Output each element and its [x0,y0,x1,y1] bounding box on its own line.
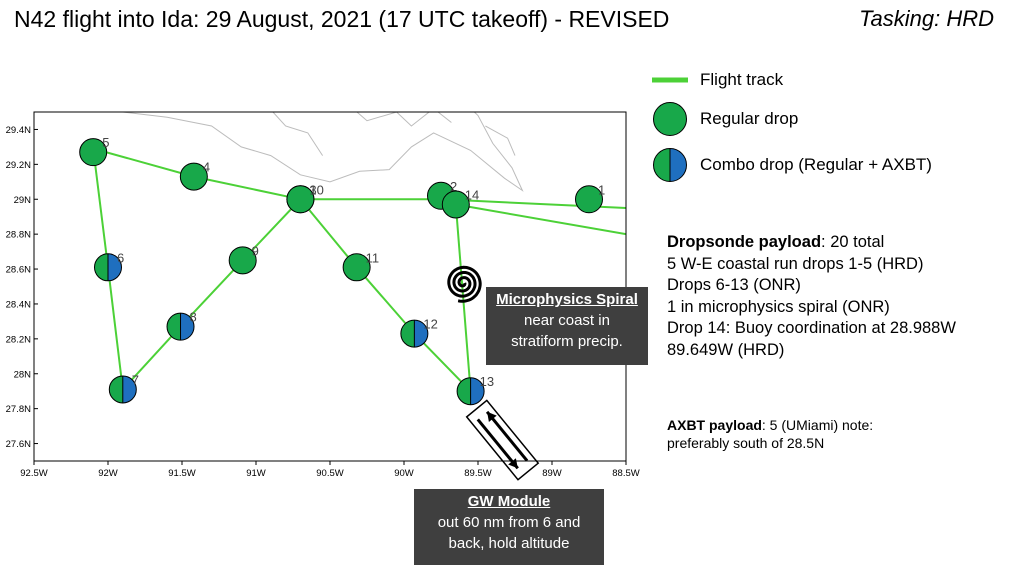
regular-drop-marker [286,185,315,214]
regular-drop-marker [228,246,257,275]
x-tick-label: 88.5W [612,468,639,479]
dropsonde-payload-text: Dropsonde payload: 20 total 5 W-E coasta… [667,232,956,361]
combo-drop-green-half [167,313,181,341]
spiral-icon [447,265,482,303]
regular-drop-icon [652,101,688,137]
combo-drop-blue-half [470,377,485,405]
y-tick-label: 29.2N [6,160,31,171]
axbt-payload-text: AXBT payload: 5 (UMiami) note: preferabl… [667,417,874,451]
tasking-label: Tasking: HRD [859,6,994,31]
combo-drop-marker [166,312,195,341]
combo-drop-green-half [94,253,108,281]
regular-drop-marker [79,138,108,167]
combo-drop-marker [108,375,137,404]
x-axis-ticks: 92.5W 92W 91.5W 91W 90.5W 90W 89.5W 89W 88.5W [20,461,640,479]
payload-line: 1 in microphysics spiral (ONR) [667,297,890,316]
gw-module-arrows [465,399,540,481]
regular-drop-circle [228,246,257,275]
coastline-segment [356,112,452,127]
coastline-segment [485,125,516,156]
x-tick-label: 90.5W [316,468,343,479]
x-tick-label: 89.5W [464,468,491,479]
x-tick-label: 91W [246,468,266,479]
drop-label: 4 [203,160,210,175]
y-tick-label: 29N [14,195,32,206]
drop-label: 14 [465,187,479,202]
regular-drop-marker [441,190,470,219]
gw-arrow-head [487,411,497,422]
drop-label: 10 [309,182,323,197]
regular-drop-marker [342,253,371,282]
y-tick-label: 27.8N [6,404,31,415]
combo-drop-green-half [457,377,471,405]
dropsonde-payload-heading: Dropsonde payload: 20 total [667,233,885,251]
combo-drop-green-half [109,375,123,403]
regular-drop-circle [342,253,371,282]
y-tick-label: 28.8N [6,230,31,241]
spiral-path [447,265,482,303]
payload-line: Drop 14: Buoy coordination at 28.988W [667,319,956,337]
drop-label: 12 [423,317,437,332]
combo-drop-marker [94,253,122,282]
drop-label: 11 [366,250,380,265]
legend-flight-track-label: Flight track [700,70,784,89]
y-tick-label: 28.2N [6,334,31,345]
payload-line: Drops 6-13 (ONR) [667,276,801,294]
drop-label: 9 [252,243,259,258]
regular-drop-marker [179,162,208,191]
y-tick-label: 27.6N [6,439,31,450]
legend-flight-track: Flight track [652,62,783,98]
track-line-icon [652,62,688,98]
combo-drop-marker [456,377,485,406]
combo-drop-icon [652,147,688,183]
regular-drop-circle [79,138,108,167]
combo-drop-blue-half [180,313,195,341]
combo-drop-green-half [400,320,415,348]
x-tick-label: 92W [98,468,118,479]
legend-combo-drop-label: Combo drop (Regular + AXBT) [700,155,932,174]
combo-drop-blue-half [108,253,122,281]
legend-regular-drop: Regular drop [652,101,798,137]
y-tick-label: 28N [14,369,32,380]
regular-drop-circle [286,185,315,214]
x-tick-label: 92.5W [20,468,47,479]
drop-label: 8 [190,310,197,325]
regular-drop-marker [575,185,603,214]
gw-arrow-shaft [485,410,529,462]
gw-module-box [465,399,540,481]
regular-drop-circle [179,162,208,191]
regular-drop-circle [575,185,603,214]
legend-combo-drop: Combo drop (Regular + AXBT) [652,147,932,183]
y-tick-label: 28.6N [6,265,31,276]
gw-module-callout: GW Module out 60 nm from 6 and back, hol… [414,489,604,565]
drop-label: 5 [102,135,109,150]
microphysics-spiral-callout: Microphysics Spiral near coast in strati… [486,287,648,365]
legend-regular-drop-label: Regular drop [700,109,799,128]
combo-drop-blue-half [122,375,137,403]
coastline [116,112,524,192]
drop-label: 2 [450,179,457,194]
payload-line: 89.649W (HRD) [667,340,785,359]
y-tick-label: 29.4N [6,125,31,136]
payload-line: 5 W-E coastal run drops 1-5 (HRD) [667,254,924,273]
y-axis-ticks: 27.6N 27.8N 28N 28.2N 28.4N 28.6N 28.8N 29N 29.2… [6,125,38,450]
x-tick-label: 89W [542,468,562,479]
drop-label: 6 [117,250,124,265]
combo-drop-blue-half [414,320,428,348]
regular-drop-circle [441,190,470,219]
page-title: N42 flight into Ida: 29 August, 2021 (17… [14,6,670,32]
coastline-segment [116,112,524,192]
drop-label: 13 [480,374,494,389]
y-tick-label: 28.4N [6,299,31,310]
combo-drop-marker [400,319,429,348]
drop-label: 3 [309,182,316,197]
drop-label: 7 [132,372,139,387]
coastline-segment [272,112,324,156]
gw-arrow-shaft [476,418,519,470]
x-tick-label: 90W [394,468,414,479]
x-tick-label: 91.5W [168,468,195,479]
drop-label: 1 [598,182,605,197]
